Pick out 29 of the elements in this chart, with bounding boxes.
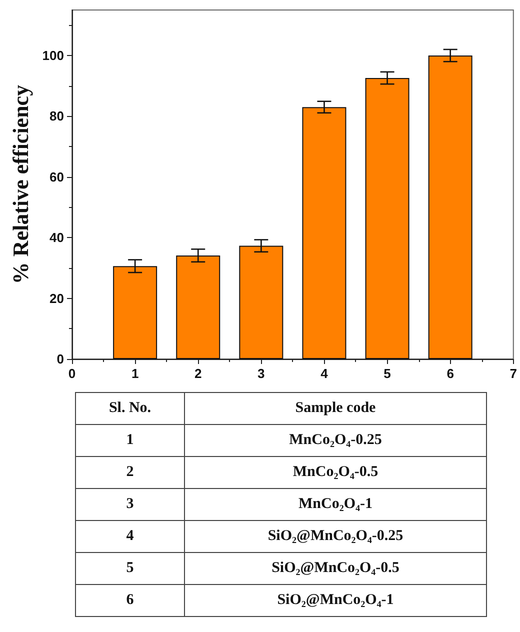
x-tick-label: 2	[194, 366, 202, 381]
text: 2	[76, 456, 184, 488]
y-tick-label: 80	[50, 108, 64, 124]
y-tick-label: 40	[50, 230, 64, 246]
text: MnCo₂O₄-1	[184, 488, 486, 520]
text: 4	[76, 520, 184, 552]
text: 6	[76, 584, 184, 616]
x-tick-label: 0	[68, 366, 76, 381]
y-axis-title: % Relative efficiency	[8, 84, 33, 284]
y-tick-label: 100	[42, 48, 64, 64]
text: Sl. No.	[76, 392, 184, 424]
text: MnCo₂O₄-0.25	[184, 424, 486, 456]
x-tick-label: 7	[510, 366, 517, 381]
text: SiO₂@MnCo₂O₄-0.5	[184, 552, 486, 584]
x-tick-label: 4	[320, 366, 329, 381]
x-tick-label: 5	[384, 366, 391, 381]
text: SiO₂@MnCo₂O₄-0.25	[184, 520, 486, 552]
text: MnCo₂O₄-0.5	[184, 456, 486, 488]
text: Sample code	[184, 392, 486, 424]
text: SiO₂@MnCo₂O₄-1	[184, 584, 486, 616]
x-tick-label: 1	[131, 366, 139, 381]
text: 1	[76, 424, 184, 456]
y-tick-label: 60	[50, 169, 64, 184]
text: 3	[76, 488, 184, 520]
x-tick-label: 6	[446, 366, 454, 381]
text: 5	[76, 552, 184, 584]
y-tick-label: 0	[56, 352, 64, 366]
x-tick-label: 3	[258, 366, 265, 381]
y-tick-label: 20	[50, 290, 64, 306]
